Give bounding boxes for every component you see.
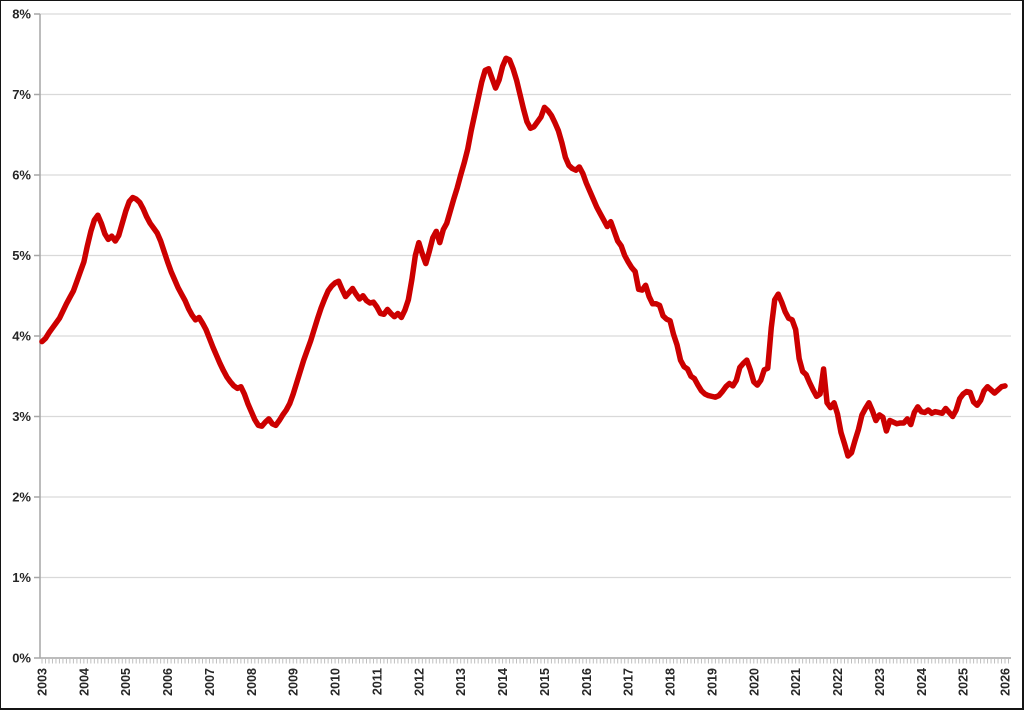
y-tick-label: 5% [12, 248, 31, 263]
x-year-label: 2023 [873, 668, 887, 696]
y-tick-label: 2% [12, 490, 31, 505]
x-year-label: 2022 [831, 668, 845, 696]
x-year-label: 2021 [789, 668, 803, 696]
x-year-label: 2003 [36, 668, 50, 696]
x-year-label: 2011 [370, 668, 384, 695]
y-tick-label: 3% [12, 409, 31, 424]
x-year-label: 2004 [77, 668, 91, 696]
x-year-label: 2015 [538, 668, 552, 696]
x-year-label: 2009 [287, 668, 301, 696]
x-year-label: 2014 [496, 668, 510, 696]
x-year-label: 2020 [747, 668, 761, 696]
y-tick-label: 1% [12, 570, 31, 585]
x-year-label: 2012 [412, 668, 426, 696]
x-year-label: 2026 [999, 668, 1013, 696]
x-year-label: 2024 [915, 668, 929, 696]
x-year-label: 2010 [329, 668, 343, 696]
x-year-label: 2017 [622, 668, 636, 696]
y-tick-label: 8% [12, 7, 31, 22]
x-year-label: 2019 [705, 668, 719, 696]
y-tick-label: 0% [12, 651, 31, 666]
series-line [39, 55, 1008, 459]
x-year-label: 2006 [161, 668, 175, 696]
x-year-label: 2018 [664, 668, 678, 696]
x-year-label: 2013 [454, 668, 468, 696]
x-year-label: 2007 [203, 668, 217, 696]
y-tick-label: 6% [12, 168, 31, 183]
x-year-label: 2025 [957, 668, 971, 696]
y-tick-label: 4% [12, 329, 31, 344]
y-tick-label: 7% [12, 87, 31, 102]
x-year-label: 2016 [580, 668, 594, 696]
x-year-label: 2008 [245, 668, 259, 696]
x-year-label: 2005 [119, 668, 133, 696]
